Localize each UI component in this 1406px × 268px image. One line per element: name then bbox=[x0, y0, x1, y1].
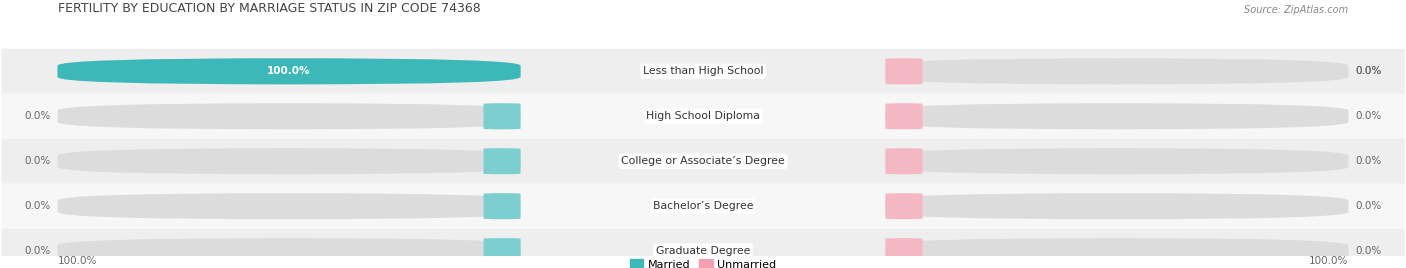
Text: 0.0%: 0.0% bbox=[1355, 246, 1382, 256]
FancyBboxPatch shape bbox=[484, 103, 520, 129]
FancyBboxPatch shape bbox=[886, 238, 922, 264]
FancyBboxPatch shape bbox=[886, 148, 1348, 174]
FancyBboxPatch shape bbox=[886, 103, 922, 129]
FancyBboxPatch shape bbox=[886, 103, 1348, 129]
Text: FERTILITY BY EDUCATION BY MARRIAGE STATUS IN ZIP CODE 74368: FERTILITY BY EDUCATION BY MARRIAGE STATU… bbox=[58, 2, 481, 15]
Text: 0.0%: 0.0% bbox=[24, 246, 51, 256]
Text: 0.0%: 0.0% bbox=[24, 156, 51, 166]
FancyBboxPatch shape bbox=[58, 193, 520, 219]
Text: College or Associate’s Degree: College or Associate’s Degree bbox=[621, 156, 785, 166]
Text: Bachelor’s Degree: Bachelor’s Degree bbox=[652, 201, 754, 211]
FancyBboxPatch shape bbox=[484, 148, 520, 174]
FancyBboxPatch shape bbox=[1, 184, 1405, 229]
FancyBboxPatch shape bbox=[886, 193, 922, 219]
FancyBboxPatch shape bbox=[886, 148, 922, 174]
Text: 0.0%: 0.0% bbox=[1355, 201, 1382, 211]
Text: 0.0%: 0.0% bbox=[24, 111, 51, 121]
FancyBboxPatch shape bbox=[58, 103, 520, 129]
FancyBboxPatch shape bbox=[1, 229, 1405, 268]
FancyBboxPatch shape bbox=[886, 193, 1348, 219]
FancyBboxPatch shape bbox=[1, 94, 1405, 139]
Text: Graduate Degree: Graduate Degree bbox=[655, 246, 751, 256]
FancyBboxPatch shape bbox=[484, 193, 520, 219]
FancyBboxPatch shape bbox=[886, 238, 1348, 264]
FancyBboxPatch shape bbox=[484, 238, 520, 264]
FancyBboxPatch shape bbox=[58, 58, 520, 84]
FancyBboxPatch shape bbox=[58, 148, 520, 174]
FancyBboxPatch shape bbox=[58, 58, 520, 84]
FancyBboxPatch shape bbox=[886, 58, 922, 84]
FancyBboxPatch shape bbox=[1, 139, 1405, 184]
Text: High School Diploma: High School Diploma bbox=[647, 111, 759, 121]
Text: 0.0%: 0.0% bbox=[1355, 156, 1382, 166]
Legend: Married, Unmarried: Married, Unmarried bbox=[630, 259, 776, 268]
FancyBboxPatch shape bbox=[1, 49, 1405, 94]
Text: 100.0%: 100.0% bbox=[267, 66, 311, 76]
FancyBboxPatch shape bbox=[886, 58, 1348, 84]
Text: Less than High School: Less than High School bbox=[643, 66, 763, 76]
FancyBboxPatch shape bbox=[58, 238, 520, 264]
Text: 0.0%: 0.0% bbox=[1355, 66, 1382, 76]
Text: 0.0%: 0.0% bbox=[1355, 66, 1382, 76]
Text: 0.0%: 0.0% bbox=[1355, 111, 1382, 121]
Text: 0.0%: 0.0% bbox=[24, 201, 51, 211]
Text: 100.0%: 100.0% bbox=[1309, 256, 1348, 266]
Text: Source: ZipAtlas.com: Source: ZipAtlas.com bbox=[1244, 5, 1348, 15]
Text: 100.0%: 100.0% bbox=[58, 256, 97, 266]
